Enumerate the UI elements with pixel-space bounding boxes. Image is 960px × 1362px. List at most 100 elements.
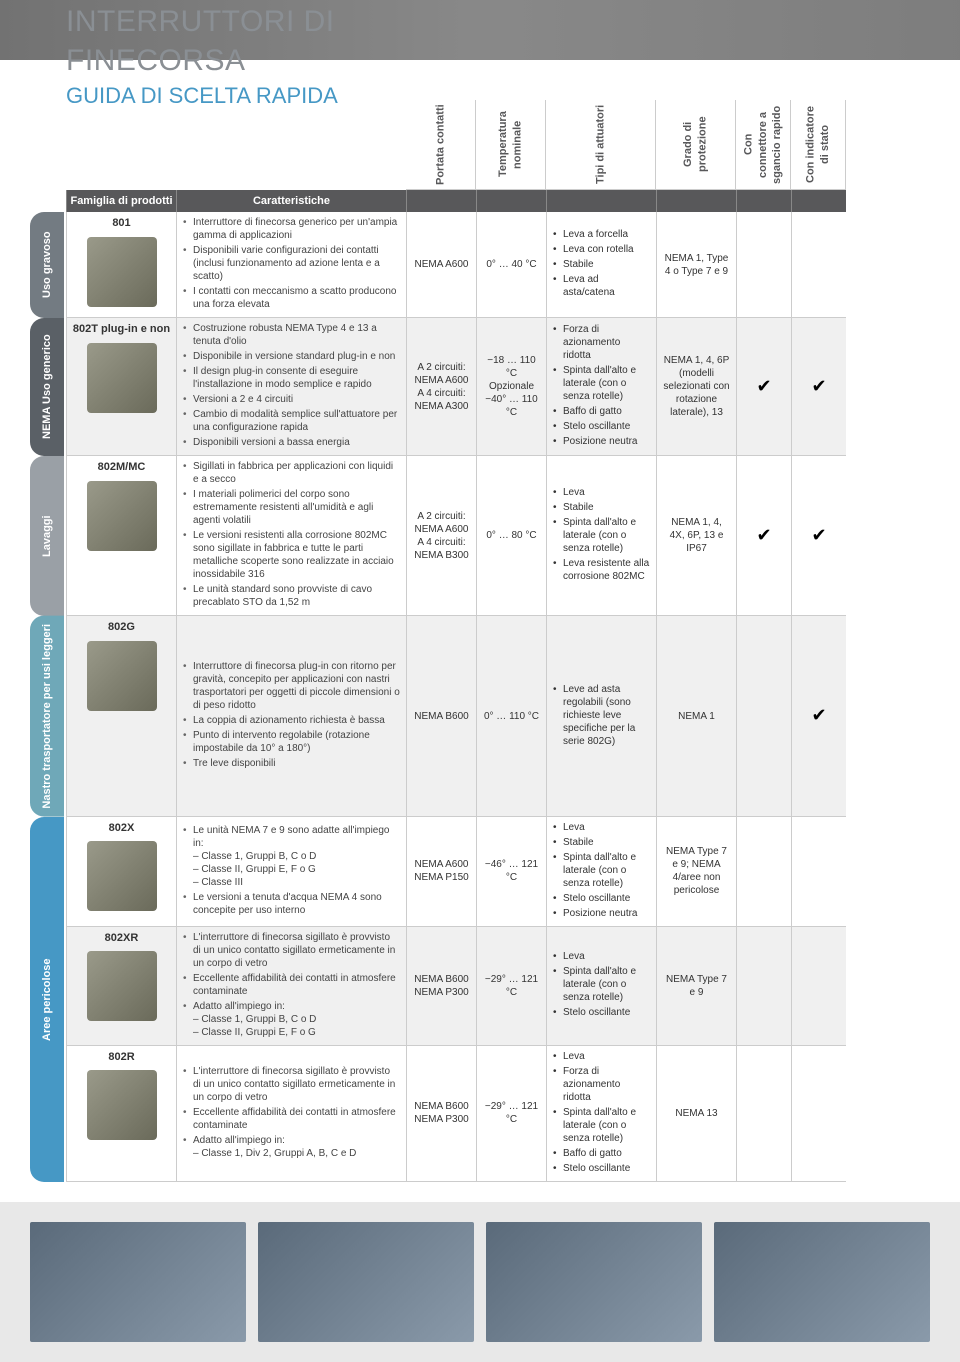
feature-item: Eccellente affidabilità dei contatti in … <box>183 972 400 998</box>
quick-connect-cell: ✔ <box>736 318 791 456</box>
actuator-item: Forza di azionamento ridotta <box>553 1065 650 1104</box>
features-cell: Costruzione robusta NEMA Type 4 e 13 a t… <box>176 318 406 456</box>
product-image <box>87 237 157 307</box>
col-features: Caratteristiche <box>176 190 406 212</box>
feature-item: Disponibili varie configurazioni dei con… <box>183 244 400 283</box>
product-image <box>87 481 157 551</box>
category-tab: Aree pericolose <box>30 817 64 1182</box>
feature-item: Le versioni resistenti alla corrosione 8… <box>183 529 400 581</box>
actuators-cell: Leva a forcellaLeva con rotellaStabileLe… <box>546 212 656 318</box>
actuator-item: Forza di azionamento ridotta <box>553 323 650 362</box>
quick-connect-cell: ✔ <box>736 456 791 616</box>
hdr-blank-6 <box>791 190 846 212</box>
feature-item: Sigillati in fabbrica per applicazioni c… <box>183 460 400 486</box>
family-cell: 802XR <box>66 927 176 1046</box>
feature-item: I materiali polimerici del corpo sono es… <box>183 488 400 527</box>
family-name: 802R <box>108 1050 134 1064</box>
actuators-cell: LevaStabileSpinta dall'alto e laterale (… <box>546 456 656 616</box>
actuator-item: Spinta dall'alto e laterale (con o senza… <box>553 364 650 403</box>
thumb-2 <box>258 1222 474 1342</box>
thumb-4 <box>714 1222 930 1342</box>
feature-item: Tre leve disponibili <box>183 757 400 770</box>
family-cell: 802X <box>66 817 176 927</box>
actuator-item: Leva <box>553 950 650 963</box>
check-icon: ✔ <box>756 524 771 547</box>
feature-item: Adatto all'impiego in: – Classe 1, Grupp… <box>183 1000 400 1039</box>
status-indicator-cell: ✔ <box>791 318 846 456</box>
col-protection: Grado di protezione <box>656 100 736 190</box>
actuators-cell: Forza di azionamento ridottaSpinta dall'… <box>546 318 656 456</box>
col-actuators: Tipi di attuatori <box>546 100 656 190</box>
actuator-item: Baffo di gatto <box>553 1147 650 1160</box>
feature-item: Le unità standard sono provviste di cavo… <box>183 583 400 609</box>
actuators-cell: LevaForza di azionamento ridottaSpinta d… <box>546 1046 656 1182</box>
page-subtitle: GUIDA DI SCELTA RAPIDA <box>66 82 406 111</box>
temperature-cell: 0° … 40 °C <box>476 212 546 318</box>
thumb-1 <box>30 1222 246 1342</box>
actuator-item: Leva a forcella <box>553 228 650 241</box>
status-indicator-cell: ✔ <box>791 456 846 616</box>
protection-cell: NEMA 1, 4, 4X, 6P, 13 e IP67 <box>656 456 736 616</box>
category-tab: Uso gravoso <box>30 212 64 318</box>
features-cell: Interruttore di finecorsa plug-in con ri… <box>176 616 406 817</box>
features-cell: L'interruttore di finecorsa sigillato è … <box>176 1046 406 1182</box>
col-temp: Temperatura nominale <box>476 100 546 190</box>
hdr-blank-3 <box>546 190 656 212</box>
features-cell: Interruttore di finecorsa generico per u… <box>176 212 406 318</box>
feature-item: Disponibili versioni a bassa energia <box>183 436 400 449</box>
actuator-item: Leve ad asta regolabili (sono richieste … <box>553 683 650 748</box>
family-cell: 802G <box>66 616 176 817</box>
features-cell: Le unità NEMA 7 e 9 sono adatte all'impi… <box>176 817 406 927</box>
status-indicator-cell <box>791 1046 846 1182</box>
feature-item: L'interruttore di finecorsa sigillato è … <box>183 931 400 970</box>
col-family: Famiglia di prodotti <box>66 190 176 212</box>
status-indicator-cell: ✔ <box>791 616 846 817</box>
feature-item: Interruttore di finecorsa generico per u… <box>183 216 400 242</box>
temperature-cell: 0° … 110 °C <box>476 616 546 817</box>
contact-rating-cell: NEMA A600 <box>406 212 476 318</box>
category-tab: Lavaggi <box>30 456 64 616</box>
protection-cell: NEMA 13 <box>656 1046 736 1182</box>
actuator-item: Stabile <box>553 836 650 849</box>
feature-item: Disponibile in versione standard plug-in… <box>183 350 400 363</box>
feature-item: Punto di intervento regolabile (rotazion… <box>183 729 400 755</box>
product-image <box>87 641 157 711</box>
family-cell: 802R <box>66 1046 176 1182</box>
actuator-item: Baffo di gatto <box>553 405 650 418</box>
col-contact-rating: Portata contatti <box>406 100 476 190</box>
product-image <box>87 1070 157 1140</box>
contact-rating-cell: NEMA B600 NEMA P300 <box>406 1046 476 1182</box>
hdr-blank-5 <box>736 190 791 212</box>
feature-item: L'interruttore di finecorsa sigillato è … <box>183 1065 400 1104</box>
feature-item: Le unità NEMA 7 e 9 sono adatte all'impi… <box>183 824 400 889</box>
actuator-item: Leva ad asta/catena <box>553 273 650 299</box>
check-icon: ✔ <box>756 375 771 398</box>
actuator-item: Leva <box>553 486 650 499</box>
actuator-item: Posizione neutra <box>553 435 650 448</box>
actuator-item: Stelo oscillante <box>553 1006 650 1019</box>
protection-cell: NEMA 1, Type 4 o Type 7 e 9 <box>656 212 736 318</box>
feature-item: Interruttore di finecorsa plug-in con ri… <box>183 660 400 712</box>
protection-cell: NEMA 1 <box>656 616 736 817</box>
actuator-item: Stelo oscillante <box>553 892 650 905</box>
actuator-item: Spinta dall'alto e laterale (con o senza… <box>553 851 650 890</box>
selection-table: INTERRUTTORI DI FINECORSA GUIDA DI SCELT… <box>30 100 930 1182</box>
status-indicator-cell <box>791 212 846 318</box>
family-name: 802X <box>109 821 135 835</box>
family-cell: 802T plug-in e non <box>66 318 176 456</box>
actuators-cell: Leve ad asta regolabili (sono richieste … <box>546 616 656 817</box>
family-name: 802M/MC <box>98 460 146 474</box>
temperature-cell: −29° … 121 °C <box>476 927 546 1046</box>
contact-rating-cell: NEMA B600 <box>406 616 476 817</box>
actuator-item: Leva resistente alla corrosione 802MC <box>553 557 650 583</box>
temperature-cell: −18 … 110 °C Opzionale −40° … 110 °C <box>476 318 546 456</box>
actuator-item: Spinta dall'alto e laterale (con o senza… <box>553 1106 650 1145</box>
product-image <box>87 343 157 413</box>
page-title: INTERRUTTORI DI FINECORSA <box>66 2 406 80</box>
actuator-item: Posizione neutra <box>553 907 650 920</box>
family-cell: 801 <box>66 212 176 318</box>
feature-item: Adatto all'impiego in: – Classe 1, Div 2… <box>183 1134 400 1160</box>
feature-item: Il design plug-in consente di eseguire l… <box>183 365 400 391</box>
col-quick-connect: Con connettore a sgancio rapido <box>736 100 791 190</box>
family-name: 802T plug-in e non <box>73 322 170 336</box>
